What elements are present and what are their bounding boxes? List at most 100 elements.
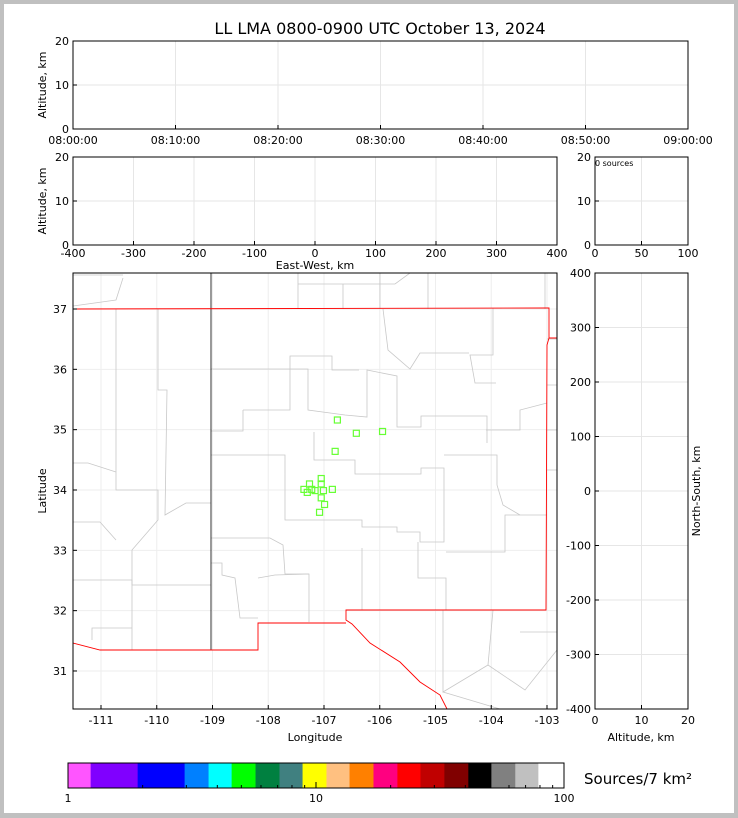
y-tick-label: 10 — [55, 79, 69, 92]
time-height-ylabel: Altitude, km — [36, 51, 49, 118]
county-line — [91, 627, 132, 640]
x-tick-label: -400 — [61, 247, 86, 260]
county-line — [444, 454, 521, 516]
colorbar-segment — [255, 763, 280, 788]
x-tick-label: 08:20:00 — [253, 134, 302, 147]
county-line — [211, 432, 445, 543]
county-line — [487, 609, 494, 666]
y-tick-label: 33 — [53, 544, 67, 557]
county-line — [243, 355, 359, 411]
colorbar-tick-label: 100 — [554, 792, 575, 805]
plan-view-panel: -111 -110 -109 -108 -107 -106 -105 -104 -103 31 32… — [53, 272, 560, 727]
axes-frame — [594, 272, 689, 710]
x-tick-label: -110 — [144, 714, 169, 727]
ns-height-xlabel: Altitude, km — [607, 731, 674, 744]
ns-height-ylabel: North-South, km — [690, 446, 703, 537]
y-tick-label: -100 — [566, 540, 591, 553]
x-tick-label: 400 — [547, 247, 568, 260]
plan-view-frame — [72, 272, 558, 710]
county-line — [211, 368, 488, 443]
x-tick-label: 0 — [592, 247, 599, 260]
y-tick-label: 0 — [62, 239, 69, 252]
ew-height-panel: -400 -300 -200 -100 0 100 200 300 400 0 10 20 — [55, 151, 568, 260]
colorbar-segment — [302, 763, 327, 788]
time-height-panel: 08:00:00 08:10:00 08:20:00 08:30:00 08:40:00… — [48, 35, 712, 147]
county-line — [442, 691, 501, 709]
county-line — [211, 537, 310, 622]
colorbar-segment — [231, 763, 257, 788]
county-line — [211, 562, 258, 619]
y-tick-label: 20 — [55, 35, 69, 48]
county-line — [298, 273, 411, 285]
colorbar-segment — [373, 763, 398, 788]
lightning-source-point — [317, 480, 325, 488]
y-tick-label: 34 — [53, 484, 67, 497]
lightning-source-point — [331, 447, 339, 455]
y-tick-label: 10 — [55, 195, 69, 208]
lightning-source-point — [328, 485, 336, 493]
x-tick-label: 300 — [486, 247, 507, 260]
x-tick-label: 08:00:00 — [48, 134, 97, 147]
county-line — [469, 308, 496, 384]
colorbar-segment — [184, 763, 210, 788]
colorbar-segment — [420, 763, 445, 788]
y-tick-label: 37 — [53, 303, 67, 316]
ns-height-panel: 0 10 20 -400 -300 -200 -100 0 100 200 300 400 — [566, 267, 695, 727]
x-tick-label: -103 — [535, 714, 560, 727]
lightning-source-point — [315, 508, 324, 516]
x-tick-label: 08:10:00 — [151, 134, 200, 147]
lightning-source-point — [333, 416, 341, 424]
colorbar-segment — [515, 763, 539, 788]
histogram-panel: 0 50 100 0 10 20 — [577, 151, 699, 260]
county-line — [547, 384, 557, 471]
county-line — [211, 410, 244, 432]
plan-view-xlabel: Longitude — [288, 731, 343, 744]
county-line — [73, 274, 124, 307]
colorbar-label: Sources/7 km² — [584, 770, 692, 788]
y-tick-label: 100 — [570, 431, 591, 444]
plot-title: LL LMA 0800-0900 UTC October 13, 2024 — [214, 19, 545, 38]
x-tick-label: -111 — [89, 714, 114, 727]
y-tick-label: -200 — [566, 594, 591, 607]
x-tick-label: -104 — [479, 714, 504, 727]
colorbar-segment — [491, 763, 516, 788]
colorbar-segment — [326, 763, 351, 788]
x-tick-label: -105 — [423, 714, 448, 727]
county-line — [417, 542, 447, 610]
y-tick-label: 10 — [577, 195, 591, 208]
ew-height-xlabel: East-West, km — [276, 259, 354, 272]
lightning-source-point — [311, 486, 319, 495]
plan-view-ylabel: Latitude — [36, 468, 49, 514]
y-tick-label: 200 — [570, 376, 591, 389]
county-line — [257, 573, 310, 579]
ew-height-ylabel: Altitude, km — [36, 167, 49, 234]
axes-frame — [72, 40, 689, 130]
colorbar-segment — [68, 763, 92, 788]
x-tick-label: -200 — [182, 247, 207, 260]
y-tick-label: 20 — [577, 151, 591, 164]
y-tick-label: 31 — [53, 665, 67, 678]
colorbar-segment — [397, 763, 421, 788]
colorbar-segment — [538, 763, 565, 788]
colorbar-segment — [208, 763, 233, 788]
x-tick-label: -107 — [312, 714, 337, 727]
x-tick-label: 100 — [365, 247, 386, 260]
lightning-source-point — [378, 427, 387, 436]
lightning-source-point — [317, 494, 325, 502]
x-tick-label: 08:40:00 — [458, 134, 507, 147]
x-tick-label: 08:50:00 — [561, 134, 610, 147]
county-line — [297, 273, 546, 309]
lma-plot: LL LMA 0800-0900 UTC October 13, 2024 08… — [36, 19, 713, 805]
x-tick-label: 08:30:00 — [356, 134, 405, 147]
colorbar: 1 10 100 Sources/7 km² — [65, 762, 692, 805]
x-tick-label: 50 — [635, 247, 649, 260]
county-line — [115, 309, 159, 650]
county-line — [157, 309, 211, 516]
x-tick-label: 10 — [635, 714, 649, 727]
county-line — [446, 514, 547, 553]
county-line — [442, 610, 557, 693]
y-tick-label: 0 — [62, 123, 69, 136]
y-tick-label: 0 — [584, 485, 591, 498]
x-tick-label: -300 — [121, 247, 146, 260]
y-tick-label: -400 — [566, 703, 591, 716]
